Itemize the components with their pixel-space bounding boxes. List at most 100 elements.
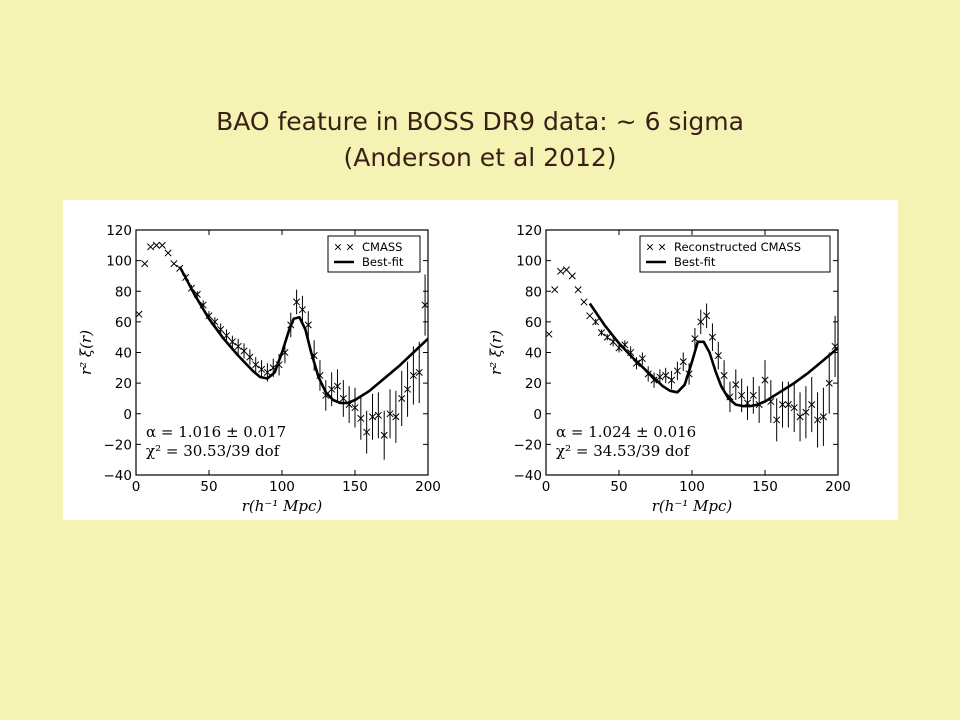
y-tick-label: 60	[115, 315, 132, 331]
slide-title: BAO feature in BOSS DR9 data: ~ 6 sigma …	[0, 104, 960, 176]
y-tick-label: 60	[525, 315, 542, 331]
data-point	[597, 329, 606, 337]
legend-marker-x	[658, 243, 666, 251]
y-tick-label: 20	[525, 376, 542, 392]
data-layer	[136, 241, 428, 460]
data-point	[656, 373, 664, 381]
data-point	[790, 404, 798, 412]
data-point	[679, 358, 687, 366]
slide-title-line-1: BAO feature in BOSS DR9 data: ~ 6 sigma	[216, 107, 744, 136]
data-point	[568, 272, 576, 280]
data-point	[720, 371, 728, 380]
data-point	[404, 385, 412, 393]
data-point	[808, 401, 816, 409]
data-point	[714, 352, 722, 360]
data-point	[638, 355, 646, 363]
data-point	[557, 267, 565, 275]
legend-label-fit: Best-fit	[674, 255, 716, 269]
best-fit-line	[588, 302, 838, 408]
legend-box	[639, 235, 831, 273]
data-point	[170, 260, 178, 268]
legend-box	[327, 235, 421, 273]
data-point	[708, 333, 716, 341]
data-point	[586, 312, 594, 320]
y-tick-label: 0	[123, 407, 132, 423]
x-tick-label: 150	[342, 479, 368, 495]
data-point	[415, 368, 423, 376]
data-point	[732, 381, 740, 389]
data-point	[650, 376, 658, 384]
legend-marker-x	[346, 243, 354, 251]
x-tick-label: 50	[610, 479, 627, 495]
fit-annotation: χ² = 34.53/39 dof	[556, 442, 691, 460]
data-point	[802, 408, 810, 416]
y-tick-label: 80	[115, 284, 132, 300]
data-point	[825, 379, 833, 387]
x-tick-label: 0	[542, 479, 551, 495]
data-point	[374, 411, 382, 419]
data-point	[147, 243, 155, 251]
slide-title-line-2: (Anderson et al 2012)	[343, 143, 617, 172]
y-tick-label: 120	[106, 223, 132, 239]
legend-label-data: Reconstructed CMASS	[674, 240, 801, 254]
data-point	[258, 365, 266, 373]
y-axis-label: r² ξ(r)	[77, 330, 95, 375]
data-point	[668, 376, 676, 384]
data-point	[263, 368, 271, 376]
y-tick-label: 100	[516, 254, 542, 270]
y-tick-label: 20	[115, 376, 132, 392]
data-layer	[546, 266, 838, 448]
x-tick-label: 0	[132, 479, 141, 495]
data-point	[778, 401, 787, 409]
data-point	[246, 353, 254, 361]
data-point	[240, 347, 248, 355]
best-fit-line	[178, 266, 428, 405]
y-tick-label: −40	[514, 468, 543, 484]
data-point	[164, 249, 172, 257]
legend-label-data: CMASS	[362, 240, 402, 254]
legend-marker-x	[646, 243, 654, 251]
fit-annotation: α = 1.024 ± 0.016	[556, 423, 696, 441]
x-axis-label: r(h⁻¹ Mpc)	[652, 497, 733, 515]
x-tick-label: 200	[825, 479, 851, 495]
y-tick-label: −20	[514, 437, 543, 453]
legend-marker-x	[334, 243, 342, 251]
y-tick-label: −40	[104, 468, 133, 484]
data-point	[761, 376, 769, 384]
y-axis-label: r² ξ(r)	[487, 330, 505, 375]
chart-2: 0 50 100 150 200 −40 −20 0 20 40 60 80 100 120 r(h⁻¹ M…	[487, 223, 851, 515]
data-point	[574, 286, 582, 294]
data-point	[357, 414, 365, 422]
data-point	[697, 318, 705, 326]
data-point	[386, 410, 394, 418]
data-point	[796, 413, 804, 421]
data-point	[673, 367, 681, 375]
y-tick-label: 80	[525, 284, 542, 300]
data-point	[703, 312, 711, 320]
data-point	[580, 298, 588, 306]
data-point	[773, 416, 781, 424]
data-point	[603, 333, 611, 341]
data-point	[234, 342, 242, 350]
y-tick-label: 40	[115, 346, 132, 362]
data-point	[398, 394, 406, 402]
data-point	[333, 382, 342, 390]
x-tick-label: 50	[200, 479, 217, 495]
data-point	[592, 318, 600, 326]
x-tick-label: 150	[752, 479, 778, 495]
data-point	[136, 310, 143, 318]
data-point	[784, 401, 792, 409]
data-point	[551, 286, 559, 294]
data-point	[298, 306, 306, 314]
data-point	[351, 404, 359, 412]
x-axis-label: r(h⁻¹ Mpc)	[242, 497, 323, 515]
data-point	[293, 298, 301, 306]
data-point	[141, 260, 149, 268]
figure-panel: 0 50 100 150 200 −40 −20 0 20 40 60 80 100 120 r(h⁻¹ M…	[63, 200, 898, 520]
data-point	[328, 385, 336, 393]
data-point	[738, 391, 746, 399]
x-tick-label: 100	[679, 479, 705, 495]
x-tick-label: 100	[269, 479, 295, 495]
y-tick-label: 0	[533, 407, 542, 423]
